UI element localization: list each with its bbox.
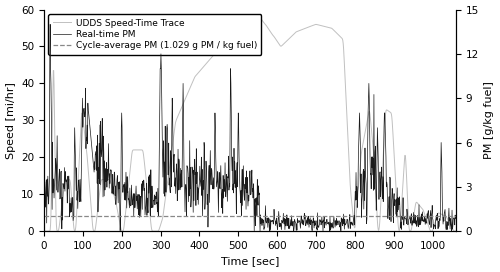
Cycle-average PM (1.029 g PM / kg fuel) — [42, 214, 48, 218]
X-axis label: Time [sec]: Time [sec] — [221, 256, 279, 267]
Real-time PM — [452, 217, 458, 220]
UDDS Speed-Time Trace — [452, 230, 458, 233]
Legend: UDDS Speed-Time Trace, Real-time PM, Cycle-average PM (1.029 g PM / kg fuel): UDDS Speed-Time Trace, Real-time PM, Cyc… — [48, 14, 262, 55]
Real-time PM — [66, 215, 72, 218]
Real-time PM — [266, 230, 272, 233]
Y-axis label: Speed [mi/hr]: Speed [mi/hr] — [6, 82, 16, 159]
UDDS Speed-Time Trace — [236, 29, 242, 32]
Real-time PM — [55, 191, 61, 194]
Real-time PM — [236, 171, 242, 174]
UDDS Speed-Time Trace — [54, 230, 60, 233]
Cycle-average PM (1.029 g PM / kg fuel) — [41, 214, 47, 218]
Y-axis label: PM [g/kg fuel]: PM [g/kg fuel] — [484, 81, 494, 159]
Real-time PM — [41, 196, 47, 199]
UDDS Speed-Time Trace — [151, 230, 157, 233]
Real-time PM — [200, 188, 206, 191]
Line: UDDS Speed-Time Trace: UDDS Speed-Time Trace — [44, 17, 456, 231]
Real-time PM — [152, 193, 158, 197]
UDDS Speed-Time Trace — [41, 230, 47, 233]
Line: Real-time PM: Real-time PM — [44, 24, 456, 231]
Real-time PM — [47, 23, 53, 26]
Real-time PM — [154, 201, 160, 204]
UDDS Speed-Time Trace — [256, 16, 262, 19]
UDDS Speed-Time Trace — [66, 178, 72, 181]
UDDS Speed-Time Trace — [200, 65, 206, 69]
UDDS Speed-Time Trace — [154, 230, 160, 233]
